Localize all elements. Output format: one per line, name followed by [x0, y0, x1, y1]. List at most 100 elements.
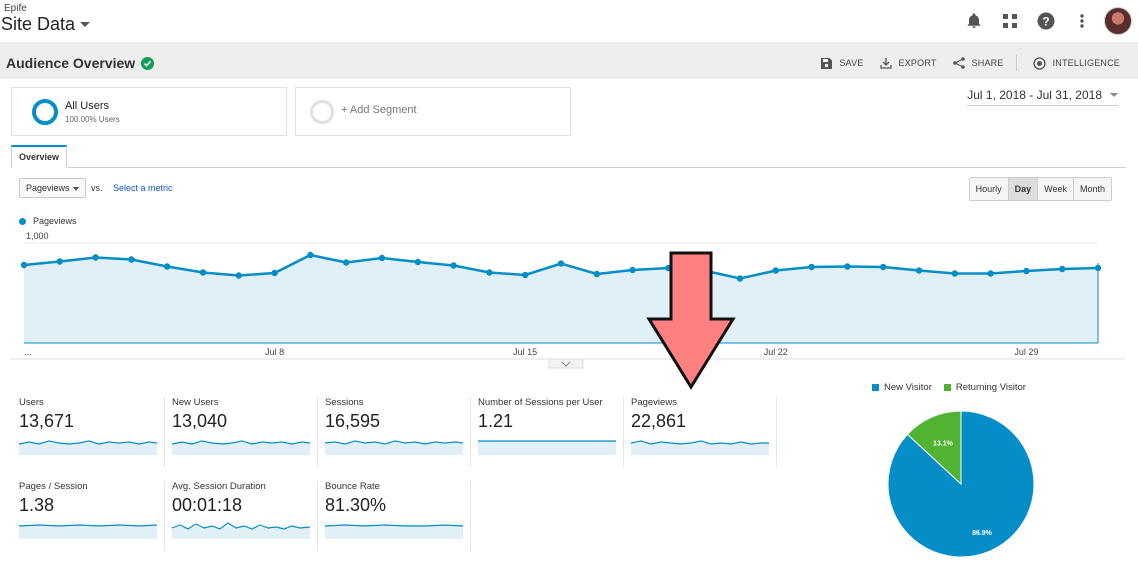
page-title: Audience Overview [6, 55, 155, 71]
date-range-picker[interactable]: Jul 1, 2018 - Jul 31, 2018 [967, 88, 1118, 106]
export-label: EXPORT [898, 58, 937, 68]
month-button[interactable]: Month [1072, 178, 1111, 200]
data-point [987, 270, 994, 277]
scorecard-label: Avg. Session Duration [172, 481, 266, 492]
sparkline [19, 524, 157, 539]
svg-text:?: ? [1042, 15, 1049, 29]
x-tick-label: ... [24, 347, 32, 357]
slice-label: 86.9% [972, 530, 993, 537]
data-point [414, 258, 421, 266]
top-bar: Epife Site Data ? [0, 0, 1138, 42]
data-point [557, 260, 565, 267]
pie-slice [906, 410, 962, 486]
sparkline [172, 522, 310, 539]
scorecard-value: 1.38 [19, 495, 55, 515]
scorecard-value: 16,595 [325, 411, 381, 431]
property-selector[interactable]: Site Data [1, 14, 91, 35]
data-point [271, 269, 278, 277]
data-point [1094, 264, 1102, 272]
account-name[interactable]: Epife [4, 3, 27, 14]
intelligence-icon [1032, 56, 1046, 70]
x-tick-label: Jul 29 [1014, 347, 1038, 357]
y-tick-label: 1,000 [26, 231, 49, 241]
scorecard-label: Bounce Rate [325, 481, 380, 492]
x-tick-label: Jul 22 [764, 347, 788, 357]
data-point [378, 254, 386, 262]
verified-check-icon [141, 56, 155, 70]
more-vert-icon[interactable] [1064, 3, 1100, 39]
data-point [880, 263, 887, 271]
intelligence-label: INTELLIGENCE [1052, 58, 1120, 68]
sparkline [325, 440, 463, 455]
share-label: SHARE [971, 58, 1004, 68]
apps-grid-icon[interactable] [992, 3, 1028, 39]
data-point [128, 256, 135, 263]
data-point [20, 261, 28, 269]
slice-label: 13.1% [933, 441, 954, 448]
intelligence-button[interactable]: INTELLIGENCE [1032, 56, 1120, 70]
property-name: Site Data [1, 14, 76, 34]
scorecard-new-users[interactable]: New Users 13,040 [172, 397, 318, 467]
segment-percent: 100.00% Users [65, 115, 120, 124]
segment-all-users[interactable]: All Users 100.00% Users [11, 87, 287, 136]
scorecard-value: 00:01:18 [172, 495, 243, 515]
save-button[interactable]: SAVE [821, 57, 863, 69]
day-button[interactable]: Day [1007, 178, 1038, 200]
x-tick-label: Jul 8 [265, 347, 284, 357]
scorecard-pages-per-session[interactable]: Pages / Session 1.38 [19, 481, 165, 551]
scorecard-sessions[interactable]: Sessions 16,595 [325, 397, 471, 467]
export-button[interactable]: EXPORT [879, 57, 937, 69]
data-point [772, 267, 779, 274]
metric-dropdown[interactable]: Pageviews [19, 178, 86, 198]
tab-overview[interactable]: Overview [11, 145, 67, 168]
legend-new-visitor: New Visitor [884, 382, 932, 393]
collapse-chevron-icon [561, 361, 571, 367]
data-point [522, 271, 529, 279]
down-arrow-icon [646, 251, 736, 390]
scorecard-value: 13,671 [19, 411, 75, 431]
scorecard-users[interactable]: Users 13,671 [19, 397, 165, 467]
data-point [844, 263, 851, 270]
tab-divider [11, 167, 1126, 168]
add-segment-label: + Add Segment [341, 104, 417, 116]
sparkline [325, 524, 463, 539]
series-area [24, 255, 1098, 343]
scorecard-label: Pageviews [631, 397, 677, 408]
metric-dropdown-value: Pageviews [26, 183, 70, 193]
segment-name: All Users [65, 100, 110, 112]
data-point [450, 262, 457, 269]
avatar[interactable] [1104, 7, 1132, 35]
scorecard-label: Number of Sessions per User [478, 397, 603, 408]
caret-down-icon [73, 187, 79, 191]
sparkline [631, 440, 769, 455]
visitor-pie-chart: 86.9% 13.1% [887, 410, 1035, 558]
select-metric-link[interactable]: Select a metric [113, 183, 173, 193]
data-point [915, 267, 923, 274]
week-button[interactable]: Week [1037, 178, 1073, 200]
data-point [951, 270, 958, 277]
data-point [235, 272, 242, 279]
data-point [343, 259, 350, 266]
hourly-button[interactable]: Hourly [969, 178, 1008, 200]
scorecard-value: 13,040 [172, 411, 228, 431]
sparkline [172, 440, 310, 455]
save-icon [821, 57, 833, 69]
caret-down-icon [1110, 93, 1118, 97]
empty-segment-ring-icon [310, 100, 334, 124]
data-point [629, 266, 636, 274]
scorecard-sessions-per-user[interactable]: Number of Sessions per User 1.21 [478, 397, 624, 467]
data-point [56, 258, 63, 265]
x-tick-label: Jul 15 [513, 347, 537, 357]
add-segment-button[interactable]: + Add Segment [295, 87, 571, 136]
scorecard-pageviews[interactable]: Pageviews 22,861 [631, 397, 777, 467]
share-button[interactable]: SHARE [952, 57, 1004, 69]
data-point [593, 270, 600, 278]
bell-icon[interactable] [956, 3, 992, 39]
scorecard-avg-session-duration[interactable]: Avg. Session Duration 00:01:18 [172, 481, 318, 551]
scorecard-value: 81.30% [325, 495, 387, 515]
legend-swatch-new [872, 384, 879, 391]
help-icon[interactable]: ? [1028, 3, 1064, 39]
scorecard-bounce-rate[interactable]: Bounce Rate 81.30% [325, 481, 471, 551]
data-point [486, 269, 493, 276]
